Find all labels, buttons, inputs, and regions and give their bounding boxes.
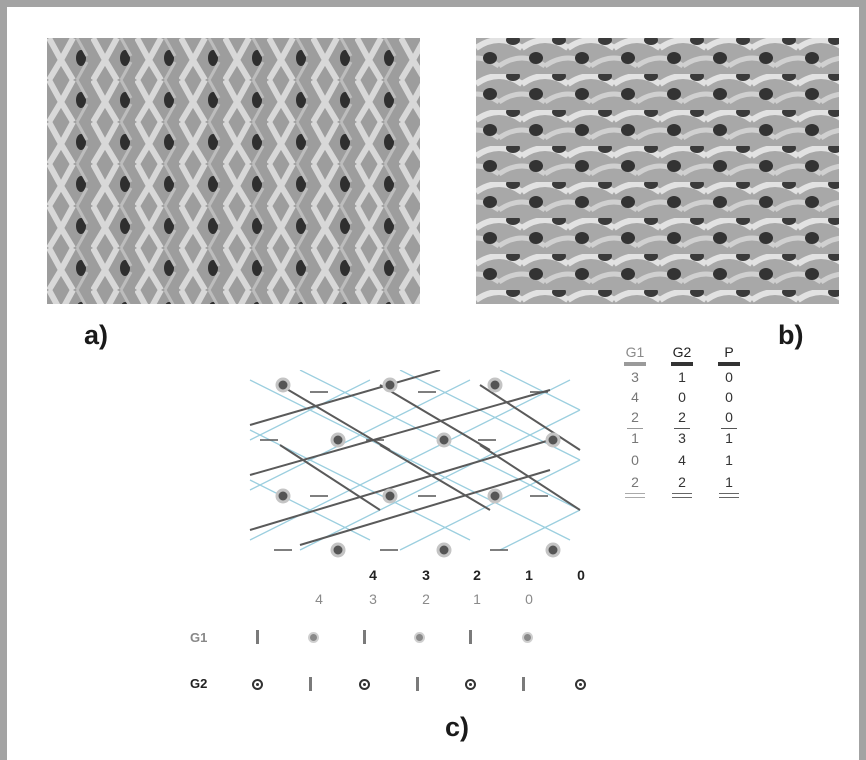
g2-needle-bar bbox=[522, 677, 525, 691]
table-cell: 4 bbox=[631, 389, 639, 405]
divider bbox=[721, 428, 737, 429]
g1-needle-bar bbox=[363, 630, 366, 644]
table-cell: 1 bbox=[725, 474, 733, 490]
g2-needle-dot bbox=[359, 679, 370, 690]
g1-needle-bar bbox=[469, 630, 472, 644]
lapping-diagram bbox=[249, 370, 581, 558]
g2-needle-dot bbox=[465, 679, 476, 690]
axis-bottom-1: 1 bbox=[473, 591, 481, 607]
table-cell: 1 bbox=[678, 369, 686, 385]
g1-needle-bar bbox=[256, 630, 259, 644]
g2-needle-dot bbox=[252, 679, 263, 690]
table-cell: 0 bbox=[725, 409, 733, 425]
g2-needle-bar bbox=[309, 677, 312, 691]
row-label-g2: G2 bbox=[190, 676, 208, 691]
label-c: c) bbox=[445, 712, 470, 742]
axis-top-3: 3 bbox=[422, 567, 430, 583]
axis-bottom-2: 2 bbox=[422, 591, 430, 607]
table-header-g1: G1 bbox=[625, 344, 645, 360]
g1-needle-dot bbox=[308, 632, 319, 643]
table-cell: 0 bbox=[725, 389, 733, 405]
axis-bottom-3: 3 bbox=[369, 591, 377, 607]
divider bbox=[674, 428, 690, 429]
table-cell: 0 bbox=[678, 389, 686, 405]
table-cell: 3 bbox=[631, 369, 639, 385]
axis-top-0: 0 bbox=[577, 567, 585, 583]
table-cell: 0 bbox=[631, 452, 639, 468]
table-header-p: P bbox=[724, 344, 734, 360]
divider bbox=[627, 428, 643, 429]
fabric-photo-a bbox=[47, 38, 420, 304]
g2-needle-dot bbox=[575, 679, 586, 690]
divider-double bbox=[719, 493, 739, 498]
divider-double bbox=[672, 493, 692, 498]
row-label-g1: G1 bbox=[190, 630, 208, 645]
p-bar bbox=[718, 362, 740, 366]
g2-needle-bar bbox=[416, 677, 419, 691]
table-cell: 1 bbox=[725, 430, 733, 446]
table-cell: 2 bbox=[678, 474, 686, 490]
table-cell: 0 bbox=[725, 369, 733, 385]
axis-top-4: 4 bbox=[369, 567, 377, 583]
table-cell: 2 bbox=[631, 409, 639, 425]
table-cell: 4 bbox=[678, 452, 686, 468]
table-cell: 3 bbox=[678, 430, 686, 446]
g1-bar bbox=[624, 362, 646, 366]
divider-double bbox=[625, 493, 645, 498]
axis-bottom-0: 0 bbox=[525, 591, 533, 607]
g2-bar bbox=[671, 362, 693, 366]
g1-needle-dot bbox=[414, 632, 425, 643]
table-cell: 1 bbox=[631, 430, 639, 446]
axis-top-2: 2 bbox=[473, 567, 481, 583]
label-a: a) bbox=[84, 320, 109, 350]
axis-bottom-4: 4 bbox=[315, 591, 323, 607]
g1-needle-dot bbox=[522, 632, 533, 643]
table-header-g2: G2 bbox=[672, 344, 692, 360]
table-cell: 2 bbox=[678, 409, 686, 425]
fabric-photo-b bbox=[476, 38, 839, 304]
label-b: b) bbox=[778, 320, 804, 350]
table-cell: 2 bbox=[631, 474, 639, 490]
axis-top-1: 1 bbox=[525, 567, 533, 583]
table-cell: 1 bbox=[725, 452, 733, 468]
